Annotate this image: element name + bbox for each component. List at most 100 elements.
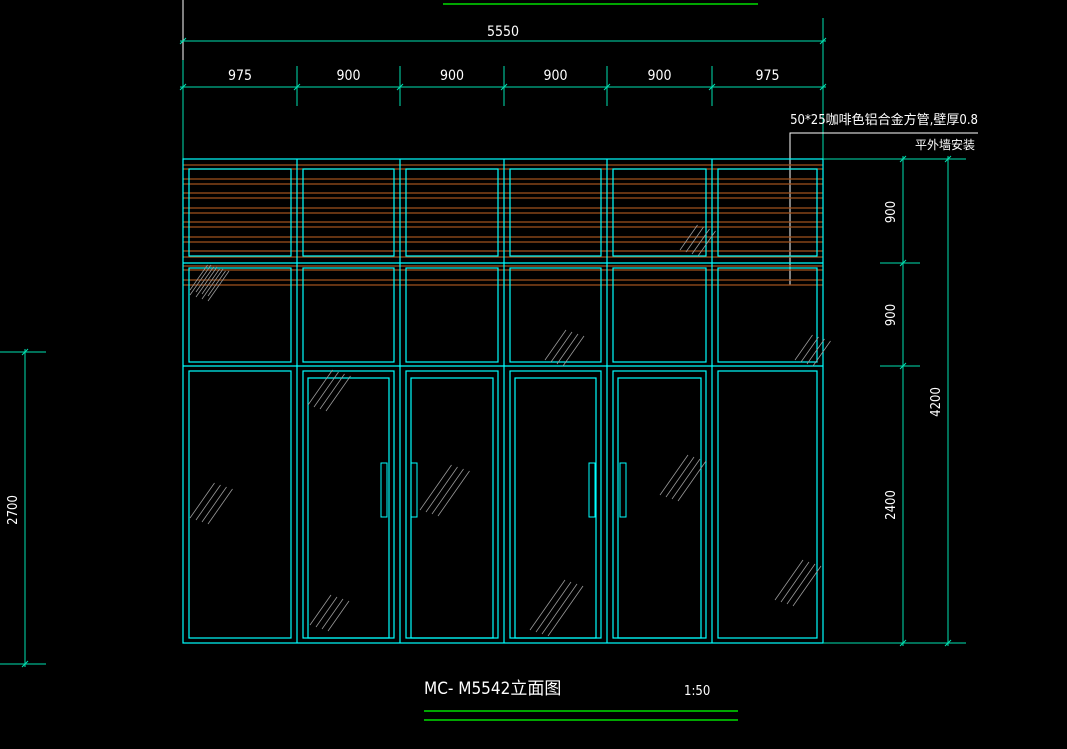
upper-glass-panel bbox=[509, 168, 602, 257]
glass-hatch-line bbox=[315, 596, 338, 628]
height-label-top: 900 bbox=[884, 201, 899, 223]
dimension-tick bbox=[293, 83, 301, 91]
door-handle[interactable] bbox=[588, 462, 596, 518]
door-leaf[interactable] bbox=[514, 377, 597, 639]
middle-glass-panel bbox=[612, 267, 707, 363]
upper-glass-panel bbox=[612, 168, 707, 257]
glass-hatch-line bbox=[313, 371, 339, 408]
glass-hatch-line bbox=[792, 565, 822, 607]
glass-hatch-line bbox=[786, 563, 816, 605]
louver-slats bbox=[183, 164, 823, 286]
glass-hatch-line bbox=[774, 559, 804, 601]
door-handle[interactable] bbox=[619, 462, 627, 518]
glass-hatch-line bbox=[665, 456, 695, 498]
glass-hatch-line bbox=[419, 464, 452, 511]
middle-glass-panel bbox=[302, 267, 395, 363]
glass-hatch-line bbox=[535, 581, 572, 633]
right-height-dimensions bbox=[823, 155, 966, 647]
glass-hatch-line bbox=[189, 264, 208, 291]
middle-glass-panel bbox=[405, 267, 499, 363]
window-frame bbox=[182, 158, 824, 644]
glass-hatch-line bbox=[207, 270, 226, 297]
glass-hatch-line bbox=[437, 470, 470, 517]
glass-hatch-line bbox=[309, 594, 332, 626]
door-leaf[interactable] bbox=[410, 377, 494, 639]
upper-glass-panel bbox=[302, 168, 395, 257]
drawing-scale: 1:50 bbox=[684, 684, 710, 699]
dimension-tick bbox=[819, 83, 827, 91]
glass-hatch-line bbox=[189, 264, 212, 296]
drawing-title: MC- M5542立面图 bbox=[424, 679, 561, 699]
lower-glass-panel bbox=[717, 370, 818, 639]
left-height-label: 2700 bbox=[6, 495, 21, 525]
height-label-door: 2400 bbox=[884, 490, 899, 520]
glass-hatch-line bbox=[207, 488, 233, 525]
glass-hatch-line bbox=[195, 266, 218, 298]
overall-height-label: 4200 bbox=[929, 387, 944, 417]
door-leaf[interactable] bbox=[307, 377, 390, 639]
middle-glass-panel bbox=[188, 267, 292, 363]
material-note: 50*25咖啡色铝合金方管,壁厚0.8 bbox=[790, 112, 978, 128]
lower-glass-panel bbox=[302, 370, 395, 639]
lower-glass-panel bbox=[612, 370, 707, 639]
glass-hatch-line bbox=[691, 228, 710, 255]
segment-width-label: 900 bbox=[440, 68, 464, 84]
segment-dimensions: 975 900 900 900 900 975 bbox=[179, 60, 827, 160]
glass-hatch-line bbox=[189, 482, 215, 519]
lower-glass-panel bbox=[405, 370, 499, 639]
glass-hatch-line bbox=[697, 230, 716, 257]
glass-hatch-line bbox=[325, 375, 351, 412]
glass-hatch-line bbox=[547, 585, 584, 637]
dimension-tick bbox=[708, 83, 716, 91]
glass-hatch-line bbox=[806, 338, 825, 365]
door-handle[interactable] bbox=[380, 462, 388, 518]
glass-hatch-line bbox=[685, 226, 704, 253]
upper-glass-panel bbox=[188, 168, 292, 257]
glass-hatch-line bbox=[677, 460, 707, 502]
glass-hatch-line bbox=[201, 268, 224, 300]
glass-hatching bbox=[189, 224, 831, 637]
outer-frame bbox=[182, 158, 824, 644]
door-handle[interactable] bbox=[410, 462, 418, 518]
glass-hatch-line bbox=[800, 336, 819, 363]
glass-hatch-line bbox=[794, 334, 813, 361]
glass-hatch-line bbox=[812, 340, 831, 367]
glass-hatch-line bbox=[659, 454, 689, 496]
lower-glass-panel bbox=[188, 370, 292, 639]
segment-width-label: 975 bbox=[755, 68, 779, 84]
glass-hatch-line bbox=[671, 458, 701, 500]
door-handles bbox=[380, 462, 627, 518]
glass-hatch-line bbox=[562, 335, 585, 367]
glass-hatch-line bbox=[550, 331, 573, 363]
glass-hatch-line bbox=[679, 224, 698, 251]
glass-hatch-line bbox=[307, 369, 333, 406]
install-note: 平外墙安装 bbox=[915, 137, 975, 152]
segment-width-label: 900 bbox=[336, 68, 360, 84]
annotation-leader bbox=[789, 132, 978, 285]
dimension-tick bbox=[500, 83, 508, 91]
dimension-tick bbox=[603, 83, 611, 91]
upper-glass-panel bbox=[717, 168, 818, 257]
glass-hatch-line bbox=[425, 466, 458, 513]
glass-hatch-line bbox=[544, 329, 567, 361]
glass-hatch-line bbox=[319, 373, 345, 410]
segment-width-label: 975 bbox=[228, 68, 252, 84]
door-leaf[interactable] bbox=[617, 377, 702, 639]
dimension-tick bbox=[179, 83, 187, 91]
lower-glass-panel bbox=[509, 370, 602, 639]
glass-hatch-line bbox=[541, 583, 578, 635]
segment-width-label: 900 bbox=[543, 68, 567, 84]
glass-hatch-line bbox=[201, 486, 227, 523]
glass-hatch-line bbox=[321, 598, 344, 630]
segment-width-label: 900 bbox=[647, 68, 671, 84]
overall-width-label: 5550 bbox=[487, 24, 519, 40]
upper-glass-panel bbox=[405, 168, 499, 257]
glass-hatch-line bbox=[780, 561, 810, 603]
glass-hatch-line bbox=[327, 600, 350, 632]
middle-glass-panel bbox=[717, 267, 818, 363]
dimension-tick bbox=[396, 83, 404, 91]
glass-hatch-line bbox=[201, 268, 220, 295]
glass-hatch-line bbox=[195, 484, 221, 521]
